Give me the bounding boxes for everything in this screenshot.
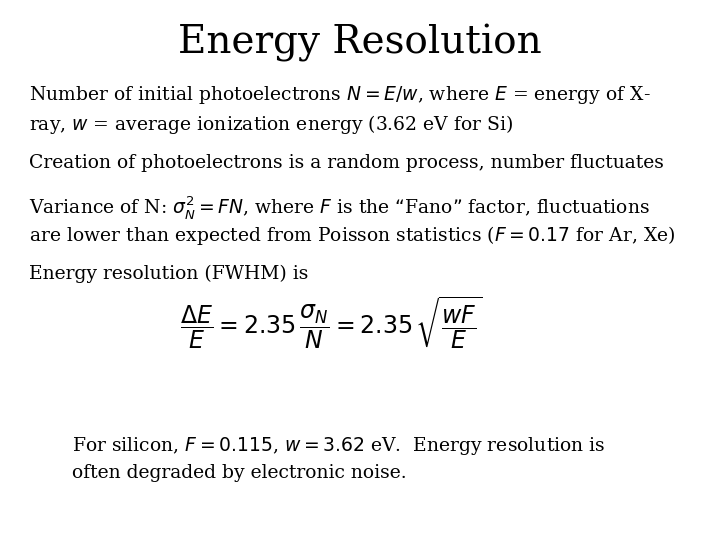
Text: ray, $w$ = average ionization energy (3.62 eV for Si): ray, $w$ = average ionization energy (3.…: [29, 113, 513, 137]
Text: often degraded by electronic noise.: often degraded by electronic noise.: [72, 464, 407, 482]
Text: Energy resolution (FWHM) is: Energy resolution (FWHM) is: [29, 265, 308, 283]
Text: $\dfrac{\Delta E}{E} = 2.35\,\dfrac{\sigma_N}{N} = 2.35\,\sqrt{\dfrac{wF}{E}}$: $\dfrac{\Delta E}{E} = 2.35\,\dfrac{\sig…: [180, 294, 482, 352]
Text: Variance of N: $\sigma_N^2 = FN$, where $F$ is the “Fano” factor, fluctuations: Variance of N: $\sigma_N^2 = FN$, where …: [29, 194, 649, 221]
Text: For silicon, $F = 0.115$, $w = 3.62$ eV.  Energy resolution is: For silicon, $F = 0.115$, $w = 3.62$ eV.…: [72, 435, 606, 457]
Text: Energy Resolution: Energy Resolution: [178, 24, 542, 62]
Text: Number of initial photoelectrons $N = E/w$, where $E$ = energy of X-: Number of initial photoelectrons $N = E/…: [29, 84, 650, 106]
Text: are lower than expected from Poisson statistics ($F = 0.17$ for Ar, Xe): are lower than expected from Poisson sta…: [29, 224, 675, 247]
Text: Creation of photoelectrons is a random process, number fluctuates: Creation of photoelectrons is a random p…: [29, 154, 664, 172]
